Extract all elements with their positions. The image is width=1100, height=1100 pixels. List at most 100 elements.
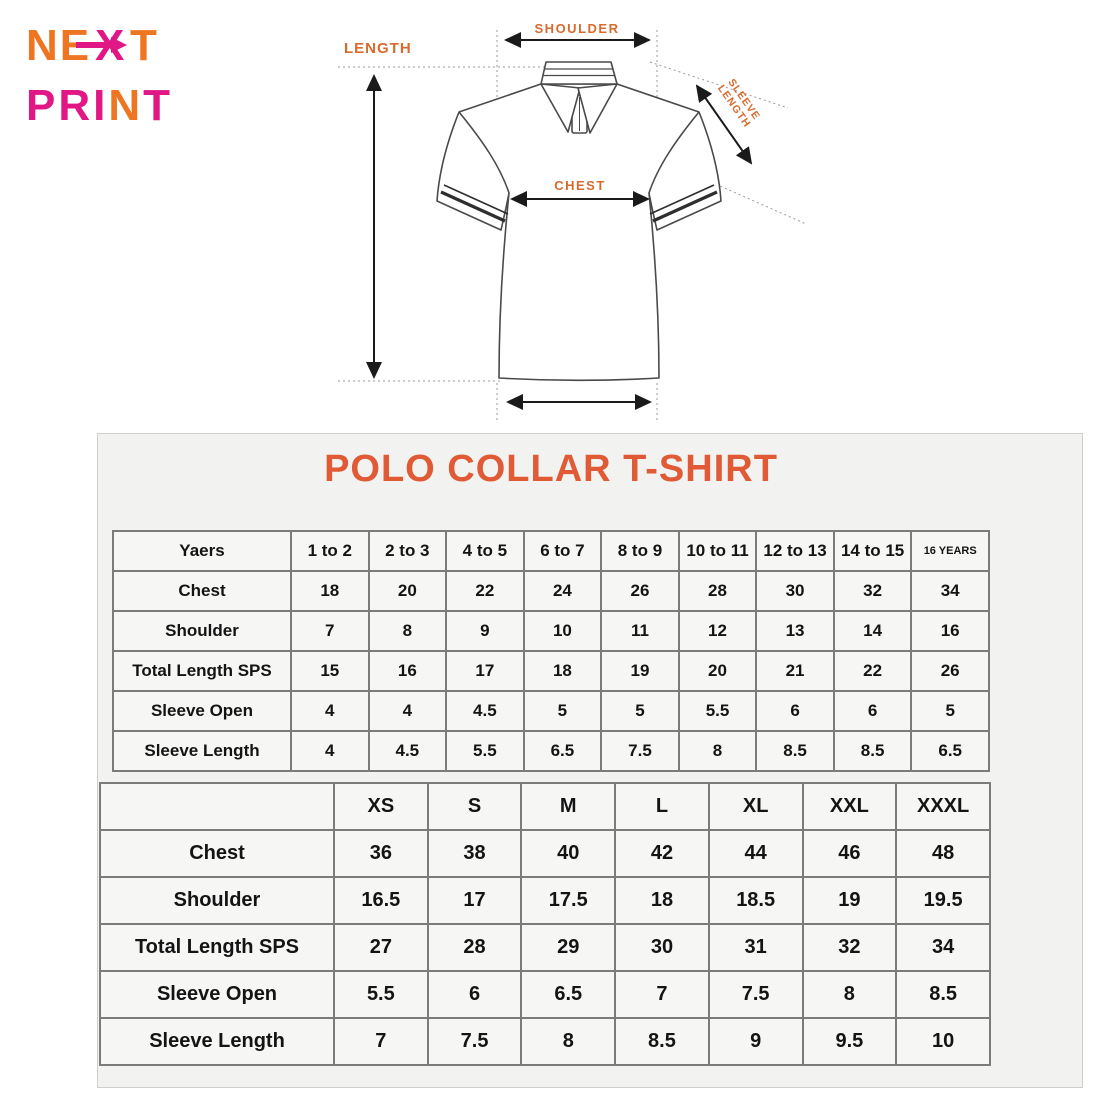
row-label: Chest: [99, 829, 335, 878]
chart-title: POLO COLLAR T-SHIRT: [324, 448, 778, 490]
size-value-cell: 10: [522, 610, 603, 652]
table-row: Chest 18 20 22 24 26 28 30 32 34: [112, 570, 990, 612]
size-value-cell: 8.5: [895, 970, 991, 1019]
size-value-cell: 32: [801, 923, 898, 972]
column-header: 12 to 13: [755, 530, 835, 572]
column-header: 14 to 15: [832, 530, 913, 572]
size-value-cell: 17.5: [520, 876, 617, 925]
size-value-cell: 8: [520, 1017, 617, 1066]
row-label: Total Length SPS: [99, 923, 335, 972]
column-header: [99, 782, 335, 831]
size-value-cell: 20: [367, 570, 448, 612]
size-value-cell: 6: [426, 970, 523, 1019]
table-row: Shoulder 16.5 17 17.5 18 18.5 19 19.5: [99, 876, 991, 925]
polo-shirt-drawing: [436, 61, 722, 382]
adult-size-table: XS S M L XL XXL XXXL Chest 36 38 40 42 44 46 48 Shoulde…: [99, 782, 991, 1066]
size-value-cell: 36: [333, 829, 429, 878]
column-header: S: [426, 782, 523, 831]
shoulder-label: SHOULDER: [535, 21, 620, 36]
size-value-cell: 5: [910, 690, 990, 732]
size-value-cell: 6: [755, 690, 835, 732]
size-value-cell: 16: [910, 610, 990, 652]
column-header: Yaers: [112, 530, 292, 572]
size-value-cell: 40: [520, 829, 617, 878]
left-armhole-seam: [458, 111, 510, 194]
table-row: Chest 36 38 40 42 44 46 48: [99, 829, 991, 878]
column-header: L: [614, 782, 710, 831]
size-value-cell: 8: [801, 970, 898, 1019]
size-value-cell: 20: [677, 650, 758, 692]
size-value-cell: 29: [520, 923, 617, 972]
size-value-cell: 11: [600, 610, 680, 652]
size-value-cell: 5: [522, 690, 603, 732]
size-value-cell: 17: [426, 876, 523, 925]
size-value-cell: 7: [290, 610, 370, 652]
chest-label: CHEST: [554, 178, 606, 193]
column-header: XL: [707, 782, 804, 831]
row-label: Sleeve Open: [99, 970, 335, 1019]
size-value-cell: 7.5: [600, 730, 680, 772]
column-header: 6 to 7: [522, 530, 603, 572]
row-label: Sleeve Length: [112, 730, 292, 772]
column-header: XS: [333, 782, 429, 831]
header-row: XS S M L XL XXL XXXL: [99, 782, 991, 831]
size-value-cell: 18: [290, 570, 370, 612]
column-header: 4 to 5: [445, 530, 525, 572]
size-value-cell: 4: [290, 730, 370, 772]
logo-text-pri: PRI: [26, 81, 108, 130]
size-value-cell: 26: [910, 650, 990, 692]
size-value-cell: 22: [832, 650, 913, 692]
size-value-cell: 10: [895, 1017, 991, 1066]
size-value-cell: 32: [832, 570, 913, 612]
size-value-cell: 8.5: [614, 1017, 710, 1066]
size-value-cell: 16.5: [333, 876, 429, 925]
size-value-cell: 6.5: [522, 730, 603, 772]
right-cuff-stripes: [649, 184, 718, 223]
size-value-cell: 28: [677, 570, 758, 612]
size-value-cell: 13: [755, 610, 835, 652]
brand-logo: NE X T PRINT: [26, 16, 226, 146]
table-row: Sleeve Length 7 7.5 8 8.5 9 9.5 10: [99, 1017, 991, 1066]
sleeve-bottom-guide: [701, 177, 807, 225]
size-value-cell: 8: [677, 730, 758, 772]
size-value-cell: 18: [614, 876, 710, 925]
size-value-cell: 19: [801, 876, 898, 925]
size-value-cell: 14: [832, 610, 913, 652]
column-header: 2 to 3: [367, 530, 448, 572]
size-value-cell: 4: [290, 690, 370, 732]
size-value-cell: 42: [614, 829, 710, 878]
size-value-cell: 34: [910, 570, 990, 612]
logo-text-t2: T: [143, 81, 173, 130]
table-row: Sleeve Open 4 4 4.5 5 5 5.5 6 6 5: [112, 690, 990, 732]
size-value-cell: 17: [445, 650, 525, 692]
size-value-cell: 27: [333, 923, 429, 972]
size-value-cell: 38: [426, 829, 523, 878]
size-value-cell: 5: [600, 690, 680, 732]
column-header: XXL: [801, 782, 898, 831]
size-value-cell: 26: [600, 570, 680, 612]
row-label: Total Length SPS: [112, 650, 292, 692]
collar-band: [540, 61, 618, 85]
size-value-cell: 6: [832, 690, 913, 732]
size-value-cell: 9.5: [801, 1017, 898, 1066]
size-value-cell: 30: [755, 570, 835, 612]
size-value-cell: 21: [755, 650, 835, 692]
table-row: Sleeve Length 4 4.5 5.5 6.5 7.5 8 8.5 8.5 6.5: [112, 730, 990, 772]
column-header: 8 to 9: [600, 530, 680, 572]
measurement-arrows: [366, 32, 753, 410]
size-value-cell: 7.5: [426, 1017, 523, 1066]
size-value-cell: 19.5: [895, 876, 991, 925]
collar-left-wing: [540, 83, 581, 133]
shirt-measurement-diagram: SHOULDER LENGTH CHEST SLEEVE LENGTH: [338, 21, 807, 420]
brand-logo-graphic: NE X T PRINT: [26, 21, 173, 130]
table-row: Sleeve Open 5.5 6 6.5 7 7.5 8 8.5: [99, 970, 991, 1019]
column-header: XXXL: [895, 782, 991, 831]
table-row: Shoulder 7 8 9 10 11 12 13 14 16: [112, 610, 990, 652]
size-value-cell: 8.5: [832, 730, 913, 772]
size-value-cell: 4.5: [367, 730, 448, 772]
logo-text-t: T: [130, 21, 157, 70]
size-value-cell: 5.5: [445, 730, 525, 772]
size-value-cell: 18: [522, 650, 603, 692]
